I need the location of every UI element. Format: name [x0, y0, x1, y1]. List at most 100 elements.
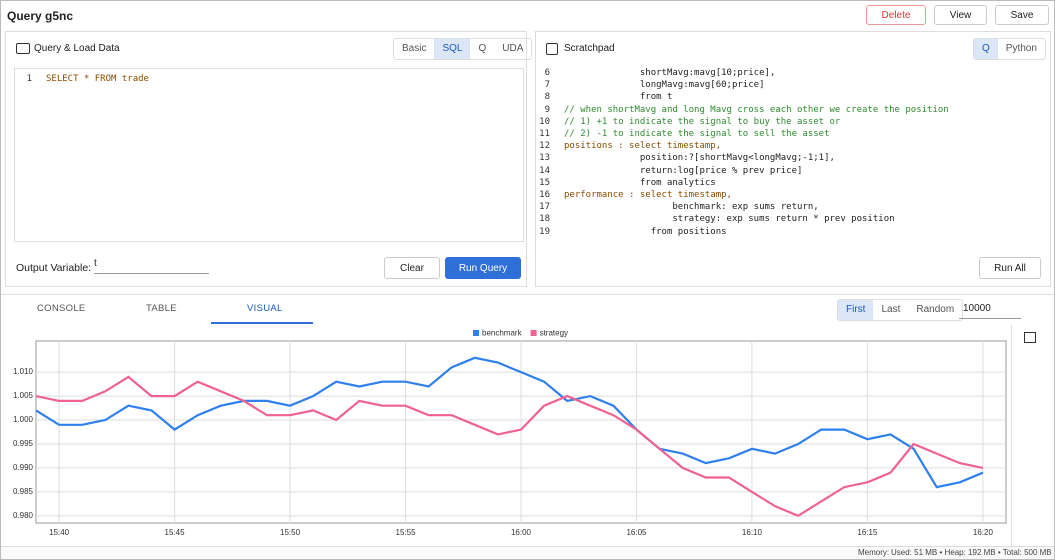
panel-title: Query & Load Data — [34, 43, 120, 54]
code-text: // 2) -1 to indicate the signal to sell … — [564, 129, 830, 140]
line-number: 6 — [544, 68, 550, 78]
result-tab[interactable]: VISUAL — [247, 303, 283, 314]
legend-swatch — [530, 330, 537, 336]
series-line — [35, 356, 984, 489]
tab[interactable]: UDA — [502, 43, 524, 54]
x-tick-label: 16:20 — [973, 528, 994, 537]
query-panel: Query & Load Data Basic SQL Q UDA 1 SELEC… — [5, 31, 533, 287]
y-tick-label: 0.995 — [13, 439, 34, 448]
line-number: 7 — [544, 80, 550, 91]
legend-label: strategy — [540, 329, 568, 338]
code: 1 SELECT * FROM trade — [10, 73, 149, 85]
code-line: 14 return:log[price % prev price] — [528, 165, 949, 177]
tab[interactable]: Random — [916, 304, 955, 315]
legend-swatch — [473, 330, 479, 336]
line-number: 13 — [539, 153, 550, 164]
x-tick-label: 16:00 — [511, 528, 532, 537]
code-text: from analytics — [564, 177, 716, 188]
x-tick-label: 16:15 — [857, 528, 878, 537]
terminal-icon — [16, 43, 30, 54]
line-number: 8 — [544, 92, 550, 103]
line-number: 1 — [26, 74, 32, 84]
panel-title: Scratchpad — [564, 43, 615, 54]
code-line: 11 // 2) -1 to indicate the signal to sel… — [528, 128, 949, 140]
divider — [1, 294, 1054, 295]
tab[interactable]: Basic — [402, 43, 427, 54]
code-line: 8 from t — [528, 91, 949, 103]
code-text: position:?[shortMavg<longMavg;-1;1], — [564, 153, 835, 164]
line-number: 14 — [539, 165, 550, 176]
code-text: performance : select timestamp, — [564, 190, 732, 201]
code-line: 19 from positions — [528, 226, 949, 238]
code-text: longMavg:mavg[60;price] — [564, 80, 765, 91]
x-tick-label: 15:50 — [280, 528, 301, 537]
legend-label: benchmark — [482, 329, 523, 338]
language-tabs: Basic SQL Q UDA — [393, 38, 533, 60]
line-number: 19 — [539, 226, 550, 237]
code-text: benchmark: exp sums return, — [564, 202, 819, 213]
code: 6 shortMavg:mavg[10;price], 7 longMavg:ma… — [528, 67, 949, 238]
memory-label: Memory: — [858, 548, 890, 557]
y-tick-label: 1.000 — [13, 415, 34, 424]
sampling-tabs: First Last Random — [837, 299, 964, 321]
y-tick-label: 1.010 — [13, 367, 34, 376]
line-number: 17 — [539, 202, 550, 213]
code-text: strategy: exp sums return * prev positio… — [564, 214, 895, 225]
series-line — [35, 375, 984, 518]
run-all-button[interactable]: Run All — [979, 257, 1041, 279]
tab[interactable]: First — [838, 300, 874, 320]
scratch-icon — [546, 43, 558, 55]
result-tab[interactable]: TABLE — [146, 303, 177, 314]
code-text: shortMavg:mavg[10;price], — [564, 68, 776, 78]
status-bar — [1, 546, 1054, 559]
code-line: 18 strategy: exp sums return * prev posi… — [528, 213, 949, 225]
chart: 0.980 0.985 0.990 0.995 1.000 1.005 1.010 15:40… — [13, 329, 1007, 537]
output-label: Output Variable: — [16, 262, 92, 274]
code-text: // when shortMavg and long Mavg cross ea… — [564, 104, 949, 115]
query-title: Query g5nc — [7, 9, 74, 23]
y-tick-label: 0.985 — [13, 487, 34, 496]
active-tab-underline — [211, 322, 313, 324]
code-line: 17 benchmark: exp sums return, — [528, 201, 949, 213]
code-line: 12 positions : select timestamp, — [528, 140, 949, 152]
code-line: 7 longMavg:mavg[60;price] — [528, 79, 949, 91]
line-number: 18 — [539, 214, 550, 225]
x-tick-label: 16:05 — [626, 528, 647, 537]
tab[interactable]: Python — [1005, 43, 1037, 54]
limit-input[interactable]: 10000 — [959, 303, 1021, 319]
code-text: // 1) +1 to indicate the signal to buy t… — [564, 116, 841, 127]
save-button[interactable]: Save — [995, 5, 1049, 25]
output-input[interactable]: t — [94, 258, 209, 274]
code-line: 1 SELECT * FROM trade — [10, 73, 149, 85]
view-button[interactable]: View — [934, 5, 987, 25]
line-number: 12 — [539, 141, 550, 152]
code-text: from t — [564, 92, 673, 103]
line-number: 15 — [539, 177, 550, 188]
code-text: positions : select timestamp, — [564, 141, 722, 152]
x-tick-label: 15:40 — [49, 528, 70, 537]
code-line: 13 position:?[shortMavg<longMavg;-1;1], — [528, 152, 949, 164]
code-line: 9 // when shortMavg and long Mavg cross e… — [528, 104, 949, 116]
line-number: 9 — [544, 104, 550, 115]
code-text: return:log[price % prev price] — [564, 165, 803, 176]
tab[interactable]: Q — [974, 39, 998, 59]
delete-button[interactable]: Delete — [866, 5, 926, 25]
editor[interactable] — [14, 68, 524, 242]
tab[interactable]: Q — [478, 43, 487, 54]
code-line: 10 // 1) +1 to indicate the signal to buy… — [528, 116, 949, 128]
x-tick-label: 16:10 — [742, 528, 763, 537]
line-number: 16 — [539, 190, 550, 201]
clear-button[interactable]: Clear — [384, 257, 440, 279]
language-tabs: Q Python — [973, 38, 1046, 60]
code-line: 16 performance : select timestamp, — [528, 189, 949, 201]
tab[interactable]: SQL — [434, 39, 471, 59]
x-tick-label: 15:55 — [396, 528, 417, 537]
sidebar — [1011, 325, 1054, 547]
tab[interactable]: Last — [881, 304, 901, 315]
result-tab[interactable]: CONSOLE — [37, 303, 86, 314]
line-number: 11 — [539, 129, 550, 140]
code-text: from positions — [564, 226, 727, 237]
sidebar-toggle[interactable] — [1024, 332, 1036, 343]
run-query-button[interactable]: Run Query — [445, 257, 521, 279]
